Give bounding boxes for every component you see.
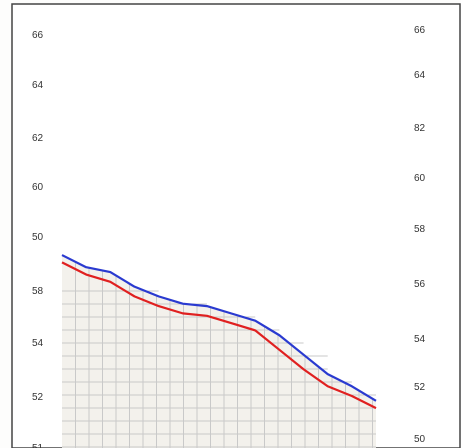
left-tick-label: 52	[32, 392, 44, 403]
series-line	[61, 261, 377, 410]
right-tick-label: 64	[414, 70, 426, 81]
left-tick-label: 50	[32, 232, 44, 243]
hatched-area-fill	[62, 255, 376, 448]
left-y-axis: 66 64 62 60 50 58 54 52 51	[32, 30, 44, 448]
left-tick-label: 60	[32, 182, 44, 193]
right-tick-label: 54	[414, 334, 426, 345]
series-layer	[61, 254, 377, 410]
left-tick-label: 64	[32, 80, 44, 91]
right-tick-label: 56	[414, 279, 426, 290]
left-tick-label: 62	[32, 133, 44, 144]
series-line	[61, 254, 377, 402]
right-tick-label: 58	[414, 224, 426, 235]
right-tick-label: 50	[414, 434, 426, 445]
hatched-area	[62, 255, 376, 448]
left-tick-label: 51	[32, 443, 44, 448]
left-tick-label: 58	[32, 286, 44, 297]
right-y-axis: 66 64 82 60 58 56 54 52 50	[414, 25, 426, 445]
right-tick-label: 60	[414, 173, 426, 184]
right-tick-label: 82	[414, 123, 426, 134]
right-tick-label: 66	[414, 25, 426, 36]
left-tick-label: 54	[32, 338, 44, 349]
right-tick-label: 52	[414, 382, 426, 393]
left-tick-label: 66	[32, 30, 44, 41]
